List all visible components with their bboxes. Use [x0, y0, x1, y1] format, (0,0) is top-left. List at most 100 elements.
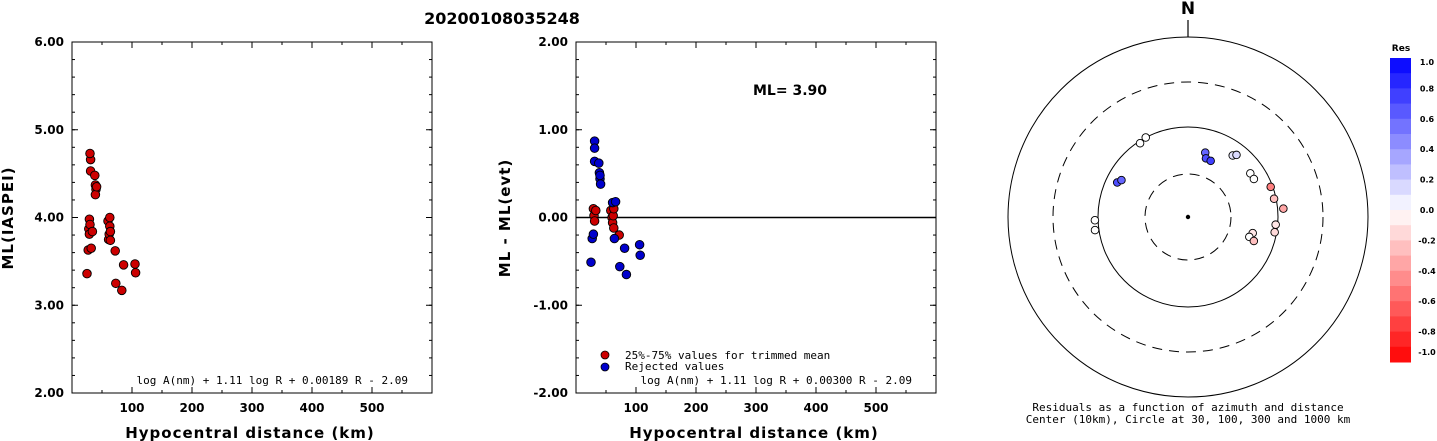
colorbar-tick-label: -0.6	[1418, 297, 1436, 306]
legend-label-rejected: Rejected values	[625, 360, 724, 373]
plot2-ytick-label: 1.00	[538, 123, 568, 137]
plot1-data-point	[90, 189, 101, 200]
plot1-data-point	[90, 170, 100, 181]
colorbar-cell	[1390, 225, 1411, 241]
plot2-points	[586, 136, 645, 280]
plot2-xtick-label: 200	[683, 401, 708, 415]
colorbar-tick-label: 0.4	[1420, 145, 1435, 154]
plot1-data-point	[85, 148, 95, 159]
legend-marker-trimmed	[600, 350, 610, 360]
legend-marker-rejected	[600, 362, 610, 372]
station-point	[1266, 182, 1275, 192]
colorbar-cell	[1390, 179, 1411, 196]
plot2-data-point	[621, 269, 632, 280]
polar-caption-line1: Residuals as a function of azimuth and d…	[1032, 401, 1343, 414]
station-point	[1206, 156, 1215, 166]
plot1-ytick-label: 4.00	[34, 211, 64, 225]
plot2-data-point	[589, 216, 600, 226]
colorbar-cell	[1390, 346, 1411, 363]
plot2-ylabel: ML - ML(evt)	[496, 159, 514, 277]
plot2-data-point	[635, 250, 645, 260]
colorbar-cell	[1390, 149, 1411, 165]
colorbar-ticks: 1.0 0.8 0.6 0.4 0.2 0.0 -0.2 -0.4 -0.6 -0.8 -1.0	[1418, 58, 1436, 357]
colorbar-tick-label: 0.6	[1420, 115, 1435, 124]
distance-circle-1000km	[1007, 36, 1369, 398]
plot2-data-point	[615, 261, 625, 272]
plot1-ytick-label: 5.00	[34, 123, 64, 137]
distance-circle-300km	[1052, 81, 1324, 353]
plot1-data-point	[86, 243, 96, 253]
station-points	[1090, 133, 1288, 246]
colorbar-tick-label: -0.2	[1418, 236, 1436, 245]
plot1-ytick-label: 3.00	[34, 298, 64, 312]
colorbar-cell	[1390, 301, 1411, 317]
plot2-ytick-label: 0.00	[538, 211, 568, 225]
colorbar-cell	[1390, 118, 1411, 135]
colorbar-cell	[1390, 103, 1411, 120]
plot2-data-point	[609, 233, 620, 244]
north-label: N	[1181, 0, 1195, 19]
station-point	[1141, 133, 1150, 142]
colorbar-cell	[1390, 134, 1411, 150]
plot2-ytick-label: 2.00	[538, 35, 568, 49]
plot1-ylabel: ML(IASPEI)	[0, 166, 17, 269]
plot2-xlabel: Hypocentral distance (km)	[629, 424, 879, 441]
plot2-data-point	[619, 243, 630, 253]
colorbar-cell	[1390, 240, 1411, 257]
colorbar-cell	[1390, 255, 1411, 272]
plot1-xtick-label: 500	[359, 401, 384, 415]
plot1-xtick-label: 100	[119, 401, 144, 415]
polar-caption-line2: Center (10km), Circle at 30, 100, 300 an…	[1026, 413, 1351, 426]
azimuth-residual-plot: N Residuals as a function of azimuth and…	[1007, 0, 1369, 426]
plot1-data-point	[117, 285, 127, 296]
plot1-ytick-label: 2.00	[34, 386, 64, 400]
colorbar-cell	[1390, 73, 1411, 89]
plot1-data-point	[130, 268, 141, 278]
plot1-xtick-label: 200	[179, 401, 204, 415]
plot1-data-point	[110, 246, 120, 256]
ml-residual-plot: 100 200 300 400 500 -2.00 -1.00 0.00 1.00 2.00 Hy…	[496, 35, 937, 441]
colorbar-cell	[1390, 286, 1411, 302]
plot2-data-point	[589, 143, 600, 153]
plot2-xtick-label: 100	[623, 401, 648, 415]
distance-circle-100km	[1097, 126, 1279, 308]
plot2-data-point	[609, 223, 619, 233]
colorbar-tick-label: -1.0	[1418, 348, 1436, 357]
distance-circles	[1007, 36, 1369, 398]
colorbar-cell	[1390, 331, 1411, 348]
plot1-frame	[71, 41, 433, 394]
colorbar-tick-label: -0.8	[1418, 328, 1436, 337]
legend-label-trimmed: 25%-75% values for trimmed mean	[625, 349, 830, 362]
plot1-data-point	[91, 182, 102, 192]
plot2-ytick-label: -2.00	[533, 386, 568, 400]
plot2-formula: log A(nm) + 1.11 log R + 0.00300 R - 2.0…	[640, 374, 912, 387]
plot1-data-point	[87, 226, 98, 237]
station-point	[1269, 194, 1279, 203]
epicenter-marker	[1185, 214, 1191, 220]
plot2-xtick-label: 300	[743, 401, 768, 415]
plot1-xtick-label: 400	[299, 401, 324, 415]
plot1-data-point	[111, 278, 121, 289]
colorbar-cell	[1390, 164, 1411, 181]
plot2-ytick-label: -1.00	[533, 298, 568, 312]
plot2-data-point	[594, 158, 604, 168]
colorbar-cell	[1390, 270, 1411, 287]
station-point	[1249, 174, 1259, 184]
plot1-xtick-label: 300	[239, 401, 264, 415]
colorbar-cell	[1390, 316, 1411, 333]
plot2-data-point	[586, 257, 596, 268]
plot1-data-point	[82, 268, 92, 279]
station-point	[1090, 216, 1100, 225]
colorbar-cell	[1390, 210, 1411, 226]
station-point	[1117, 175, 1126, 185]
station-point	[1279, 204, 1288, 213]
plot1-formula: log A(nm) + 1.11 log R + 0.00189 R - 2.0…	[136, 374, 408, 387]
station-point	[1232, 150, 1241, 160]
colorbar-tick-label: 0.8	[1420, 84, 1435, 93]
colorbar-cell	[1390, 194, 1411, 211]
plot2-ml-annotation: ML= 3.90	[753, 83, 827, 99]
station-point	[1135, 138, 1145, 148]
colorbar-gradient	[1390, 58, 1411, 363]
plot1-data-point	[130, 259, 140, 269]
colorbar-cell	[1390, 58, 1411, 74]
